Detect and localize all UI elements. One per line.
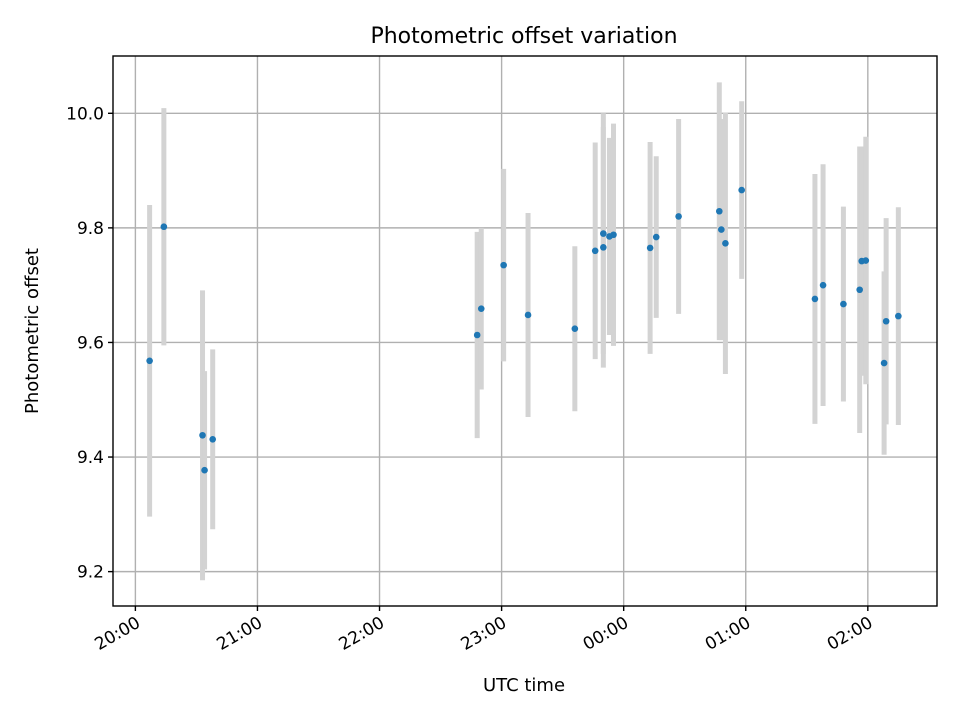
data-point — [160, 223, 168, 231]
data-point — [738, 186, 745, 194]
y-tick-label: 10.0 — [66, 104, 104, 124]
data-point — [500, 261, 507, 269]
data-point — [840, 300, 847, 308]
data-point — [675, 213, 682, 220]
plot-frame — [112, 55, 938, 607]
y-axis-label: Photometric offset — [22, 248, 43, 414]
x-tick-label: 23:00 — [458, 613, 510, 655]
x-tick-label: 00:00 — [580, 613, 632, 655]
data-point — [201, 466, 208, 474]
data-point — [146, 357, 153, 365]
data-point — [716, 207, 723, 215]
chart-title: Photometric offset variation — [370, 24, 677, 49]
data-point — [811, 295, 819, 303]
x-axis-label: UTC time — [483, 675, 565, 696]
x-tick-label: 20:00 — [91, 613, 143, 655]
data-point — [199, 431, 206, 439]
y-tick-label: 9.8 — [77, 219, 104, 239]
grid-layer — [113, 56, 937, 606]
point-layer — [146, 186, 902, 474]
data-point — [856, 286, 863, 294]
data-point — [473, 331, 481, 339]
x-tick-label: 22:00 — [336, 613, 388, 655]
data-point — [652, 233, 660, 241]
data-point — [880, 359, 888, 367]
data-point — [722, 240, 729, 247]
x-tick-label: 02:00 — [824, 613, 876, 655]
data-point — [862, 257, 870, 264]
y-tick-label: 9.6 — [77, 333, 104, 353]
data-point — [600, 230, 607, 237]
data-point — [718, 226, 725, 233]
data-point — [819, 281, 827, 289]
data-point — [646, 244, 654, 252]
x-tick-label: 01:00 — [702, 613, 754, 655]
data-point — [600, 244, 607, 251]
data-point — [571, 325, 579, 333]
data-point — [477, 305, 485, 312]
y-tick-label: 9.2 — [77, 563, 104, 583]
data-point — [895, 312, 902, 320]
x-tick-label: 21:00 — [214, 613, 266, 655]
y-tick-label: 9.4 — [77, 448, 104, 468]
data-point — [209, 435, 216, 443]
data-point — [524, 311, 532, 319]
data-point — [610, 231, 617, 239]
data-point — [591, 247, 599, 255]
data-point — [882, 317, 890, 325]
errorbar-layer — [147, 82, 901, 581]
